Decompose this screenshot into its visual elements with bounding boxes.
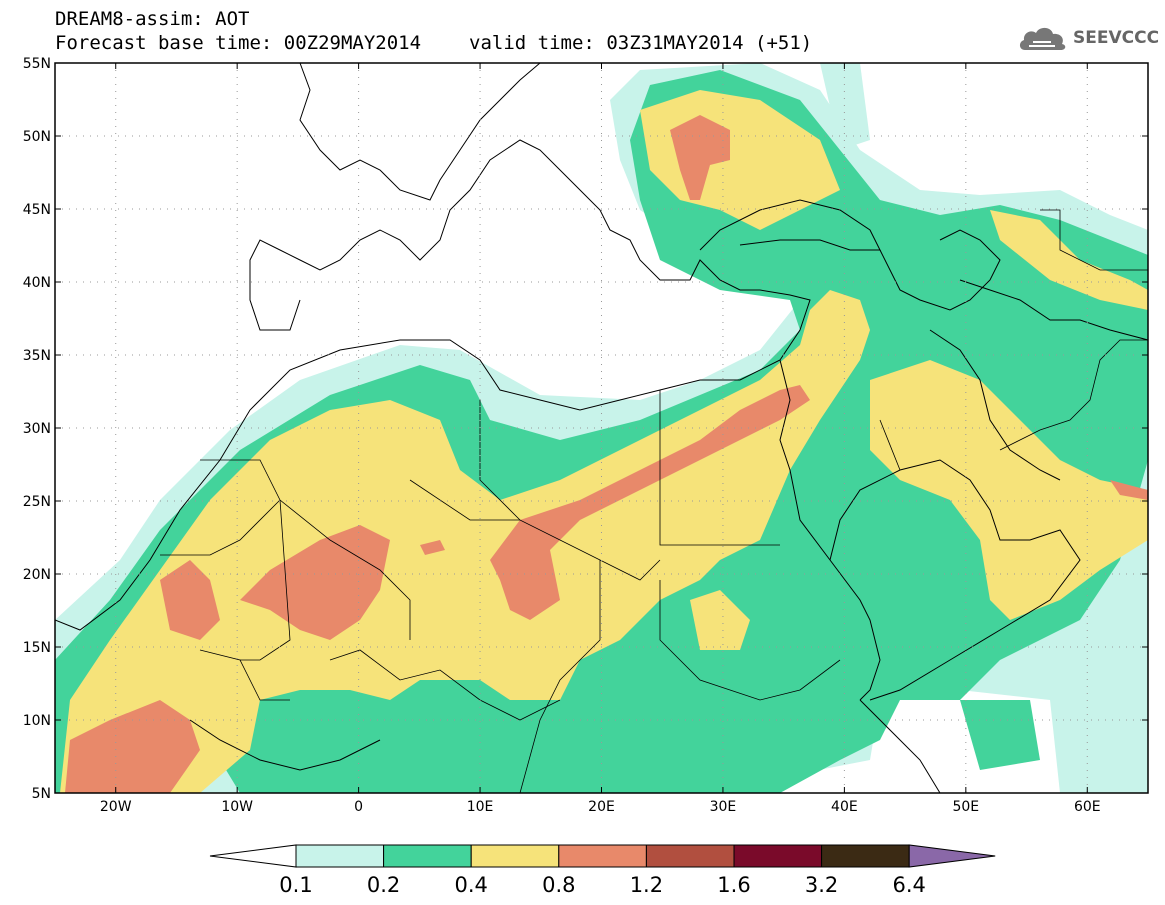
colorbar-label: 0.1 — [279, 873, 312, 897]
lon-label: 60E — [1074, 799, 1101, 815]
map-title: DREAM8-assim: AOT — [55, 8, 250, 30]
lat-label: 5N — [32, 786, 51, 802]
axis-ticks — [55, 62, 1148, 794]
colorbar-label: 0.4 — [454, 873, 487, 897]
valid-time: valid time: 03Z31MAY2014 (+51) — [469, 32, 813, 54]
lat-label: 20N — [23, 567, 51, 583]
lat-label: 55N — [23, 56, 51, 72]
lon-labels: 20W 10W 0 10E 20E 30E 40E 50E 60E — [100, 799, 1101, 815]
lon-label: 0 — [354, 799, 363, 815]
lon-label: 40E — [831, 799, 858, 815]
lat-label: 15N — [23, 640, 51, 656]
colorbar-under-triangle — [209, 844, 297, 868]
colorbar-over-triangle — [908, 844, 996, 868]
lon-label: 20E — [588, 799, 615, 815]
country-borders — [160, 209, 1148, 793]
lat-label: 40N — [23, 275, 51, 291]
lon-label: 10E — [467, 799, 494, 815]
colorbar-label: 6.4 — [892, 873, 925, 897]
colorbar-label: 0.8 — [542, 873, 575, 897]
colorbar-label: 1.2 — [630, 873, 663, 897]
lat-label: 25N — [23, 494, 51, 510]
lat-label: 30N — [23, 421, 51, 437]
lon-label: 10W — [221, 799, 253, 815]
colorbar-cell — [295, 844, 385, 868]
colorbar-cell — [733, 844, 823, 868]
colorbar-label: 0.2 — [367, 873, 400, 897]
lat-labels: 55N 50N 45N 40N 35N 30N 25N 20N 15N 10N 5N — [23, 56, 51, 802]
coastlines — [55, 63, 1148, 793]
logo-text: SEEVCCC — [1073, 28, 1160, 48]
colorbar-cell — [383, 844, 472, 868]
lat-label: 10N — [23, 713, 51, 729]
colorbar-cell — [645, 844, 735, 868]
lon-label: 20W — [100, 799, 132, 815]
colorbar-label: 3.2 — [805, 873, 838, 897]
lat-label: 35N — [23, 348, 51, 364]
lat-label: 50N — [23, 129, 51, 145]
seevccc-logo: SEEVCCC — [1017, 24, 1160, 54]
lat-label: 45N — [23, 202, 51, 218]
colorbar-cell — [821, 844, 910, 868]
cloud-icon — [1019, 27, 1066, 50]
colorbar-label: 1.6 — [717, 873, 750, 897]
base-time: Forecast base time: 00Z29MAY2014 — [55, 32, 422, 54]
colorbar-cell — [470, 844, 560, 868]
lon-label: 50E — [952, 799, 979, 815]
graticule — [55, 63, 1148, 793]
colorbar-cell — [558, 844, 647, 868]
forecast-times: Forecast base time: 00Z29MAY2014 valid ti… — [55, 33, 812, 53]
lon-label: 30E — [710, 799, 737, 815]
